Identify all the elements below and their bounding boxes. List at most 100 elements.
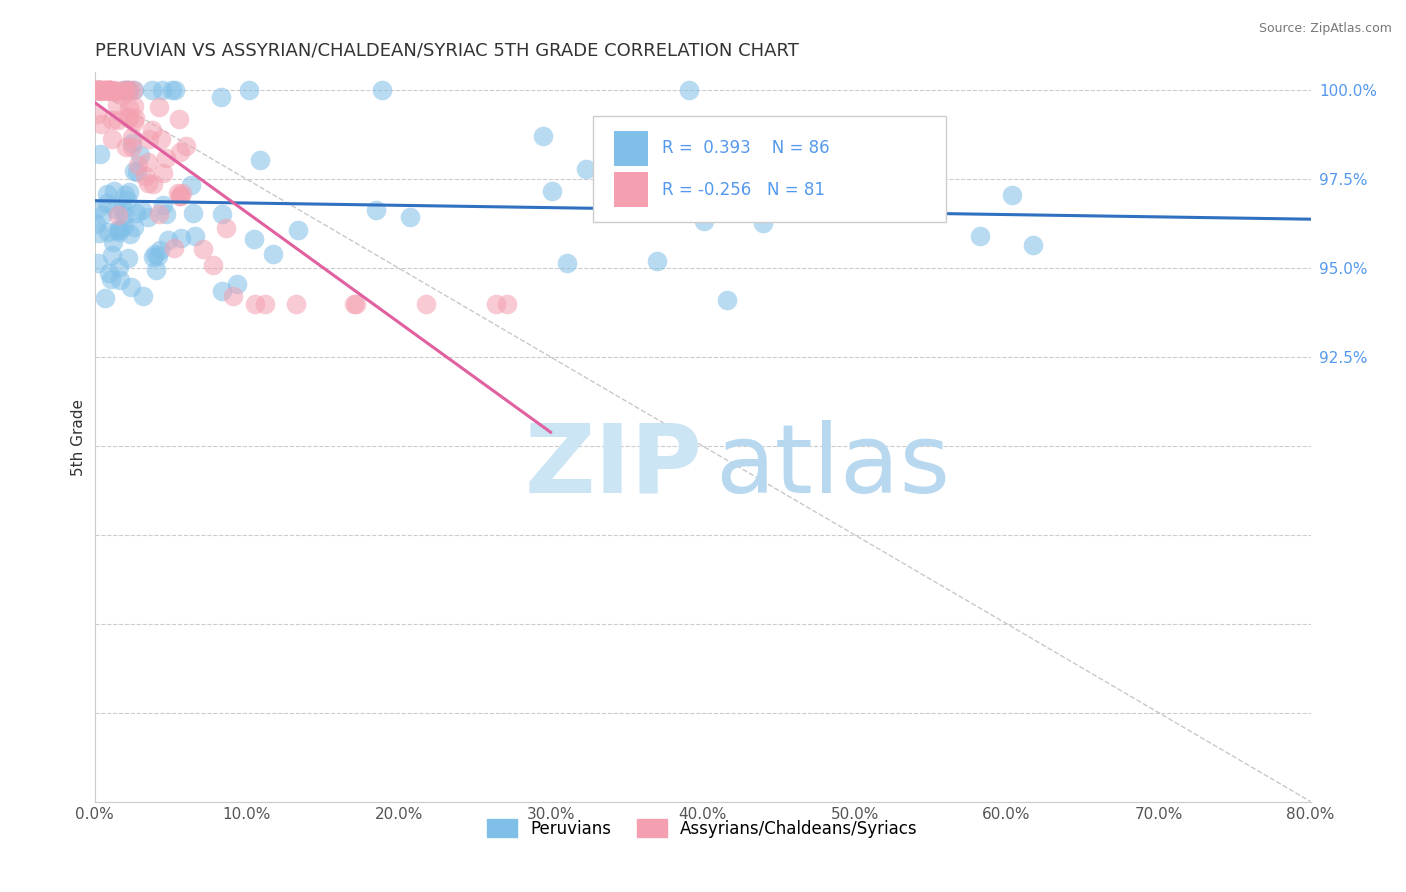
Point <box>145 263 167 277</box>
Point <box>112 83 135 97</box>
Point <box>174 139 197 153</box>
Point <box>97 83 120 97</box>
Point <box>90 83 112 97</box>
Point <box>118 112 141 126</box>
Point <box>238 83 260 97</box>
Point <box>96 84 118 98</box>
Point <box>90 84 112 98</box>
Point <box>169 145 191 159</box>
Point <box>98 83 121 97</box>
Point <box>112 83 135 97</box>
Text: atlas: atlas <box>714 419 950 513</box>
Point <box>91 83 114 97</box>
Point <box>103 84 125 98</box>
Point <box>122 83 145 97</box>
Point <box>112 219 135 233</box>
Point <box>101 132 124 146</box>
Text: R =  0.393    N = 86: R = 0.393 N = 86 <box>662 139 830 157</box>
Legend: Peruvians, Assyrians/Chaldeans/Syriacs: Peruvians, Assyrians/Chaldeans/Syriacs <box>481 813 924 845</box>
Text: ZIP: ZIP <box>524 419 703 513</box>
Point <box>485 296 508 310</box>
Point <box>540 184 562 198</box>
Point <box>215 220 238 235</box>
Point <box>1022 238 1045 252</box>
Point <box>125 206 148 220</box>
Point <box>125 165 148 179</box>
Point <box>1001 188 1024 202</box>
Point <box>104 83 127 97</box>
Point <box>162 83 184 97</box>
Point <box>152 198 174 212</box>
Point <box>97 266 120 280</box>
Point <box>89 147 111 161</box>
Point <box>170 230 193 244</box>
Point <box>131 202 153 217</box>
Point <box>111 87 134 102</box>
Point <box>122 83 145 97</box>
Point <box>101 235 124 249</box>
Point <box>86 202 108 217</box>
Point <box>575 162 598 177</box>
Point <box>366 202 388 217</box>
Point <box>121 136 143 151</box>
Point <box>181 205 204 219</box>
Point <box>136 154 159 169</box>
Point <box>98 83 121 97</box>
Point <box>287 223 309 237</box>
Point <box>97 83 120 97</box>
Point <box>148 207 170 221</box>
Point <box>121 130 143 145</box>
Y-axis label: 5th Grade: 5th Grade <box>72 399 86 475</box>
Point <box>84 217 107 231</box>
Point <box>169 189 191 203</box>
Point <box>141 83 163 97</box>
Point <box>184 228 207 243</box>
Point <box>163 241 186 255</box>
Point <box>100 248 122 262</box>
Point <box>112 208 135 222</box>
Point <box>343 296 366 310</box>
Point <box>90 117 112 131</box>
Point <box>118 83 141 97</box>
Point <box>693 214 716 228</box>
Point <box>90 83 112 97</box>
Point <box>122 115 145 129</box>
Point <box>97 83 120 97</box>
Point <box>143 246 166 260</box>
Point <box>128 148 150 162</box>
Point <box>122 163 145 178</box>
Point <box>94 83 117 97</box>
Point <box>89 83 111 97</box>
Point <box>87 83 110 97</box>
Point <box>121 140 143 154</box>
Point <box>249 153 271 167</box>
Point <box>107 113 129 128</box>
Point <box>124 111 146 125</box>
Point <box>108 273 131 287</box>
Point <box>136 210 159 224</box>
Point <box>136 176 159 190</box>
Point <box>120 227 142 241</box>
FancyBboxPatch shape <box>614 131 648 166</box>
Point <box>134 169 156 184</box>
Point <box>96 196 118 211</box>
Point <box>262 247 284 261</box>
Point <box>87 83 110 97</box>
Point <box>117 185 139 199</box>
Point <box>191 242 214 256</box>
Point <box>94 83 117 97</box>
Point <box>170 186 193 200</box>
Point <box>399 210 422 224</box>
Point <box>211 207 233 221</box>
Point <box>226 277 249 292</box>
Point <box>84 83 107 97</box>
Point <box>94 83 117 97</box>
Point <box>415 296 437 310</box>
FancyBboxPatch shape <box>593 116 946 222</box>
Point <box>114 83 136 97</box>
Point <box>103 184 125 198</box>
Point <box>94 83 117 97</box>
Point <box>89 83 111 97</box>
Point <box>209 89 232 103</box>
Point <box>555 256 578 270</box>
